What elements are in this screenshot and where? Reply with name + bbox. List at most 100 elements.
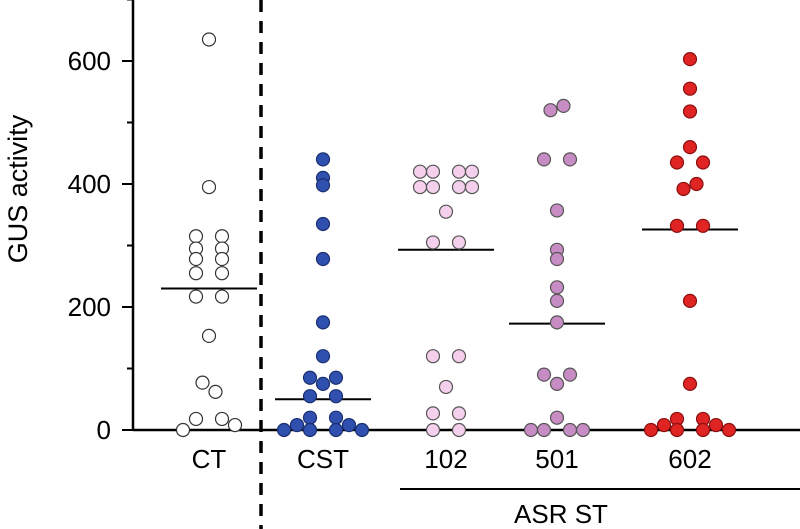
data-point: [412, 164, 428, 179]
data-point: [341, 417, 357, 433]
data-point: [682, 293, 698, 308]
data-point: [201, 179, 217, 195]
y-tick-label: 400: [68, 169, 111, 199]
data-point: [201, 328, 217, 344]
data-point: [695, 422, 711, 438]
data-point: [328, 370, 344, 385]
data-point: [708, 417, 724, 433]
data-point: [562, 367, 578, 382]
data-point: [302, 422, 318, 438]
data-point: [315, 315, 331, 330]
data-point: [227, 417, 243, 433]
data-point: [315, 216, 331, 232]
data-point: [302, 370, 318, 385]
data-point: [214, 266, 230, 281]
y-tick-label: 0: [97, 415, 111, 445]
data-point: [682, 52, 698, 67]
data-point: [682, 81, 698, 96]
data-point: [315, 178, 331, 193]
data-point: [549, 251, 565, 267]
y-tick-label: 200: [68, 292, 111, 322]
data-point: [536, 367, 552, 382]
data-point: [315, 376, 331, 391]
data-point: [669, 218, 685, 233]
data-point: [208, 384, 223, 399]
data-point: [214, 411, 230, 427]
data-point: [425, 179, 441, 195]
category-label: 501: [535, 444, 578, 474]
data-point: [451, 179, 467, 195]
data-point: [451, 349, 467, 364]
data-point: [425, 406, 441, 421]
data-point: [689, 176, 704, 192]
data-point: [451, 406, 467, 421]
data-point: [451, 235, 467, 250]
y-ticks: 0 200 400 600: [68, 0, 133, 445]
data-point: [438, 379, 454, 395]
data-point: [682, 376, 698, 391]
data-point: [464, 164, 480, 179]
data-point: [536, 422, 552, 438]
category-label: 102: [424, 444, 467, 474]
data-point: [549, 280, 565, 295]
y-tick-label: 600: [68, 46, 111, 76]
series-CT: CT: [161, 32, 257, 474]
data-point: [451, 422, 467, 438]
data-point: [315, 251, 331, 267]
data-point: [523, 422, 539, 438]
category-label: 602: [668, 444, 711, 474]
data-point: [549, 376, 565, 391]
data-point: [302, 389, 318, 404]
data-point: [562, 422, 578, 438]
data-point: [276, 422, 292, 438]
data-point: [669, 155, 685, 170]
data-point: [695, 218, 711, 233]
data-point: [543, 103, 558, 118]
data-point: [425, 235, 441, 250]
data-point: [721, 422, 737, 438]
data-point: [536, 152, 552, 167]
data-point: [188, 229, 204, 244]
data-point: [549, 315, 565, 330]
y-axis: 0 200 400 600: [68, 0, 135, 445]
data-point: [695, 155, 711, 170]
data-point: [438, 204, 454, 219]
data-point: [682, 104, 698, 119]
data-point: [315, 349, 331, 364]
y-axis-title: GUS activity: [3, 114, 33, 263]
data-point: [575, 422, 591, 438]
data-point: [656, 417, 672, 433]
data-point: [188, 251, 204, 267]
data-point: [195, 375, 210, 390]
data-point: [425, 349, 441, 364]
data-point: [201, 32, 217, 47]
data-point: [669, 422, 685, 438]
series-602: 602: [642, 52, 738, 474]
data-point: [289, 417, 305, 433]
data-point: [464, 179, 480, 195]
data-point: [682, 140, 698, 155]
data-point: [214, 289, 230, 304]
series-CST: CST: [275, 152, 371, 474]
data-point: [643, 422, 659, 438]
data-point: [562, 152, 578, 167]
series-102: 102: [398, 164, 494, 474]
data-point: [188, 411, 204, 427]
series-501: 501: [509, 98, 605, 474]
data-point: [556, 98, 571, 113]
group-label: ASR ST: [514, 499, 608, 529]
category-label: CST: [297, 444, 349, 474]
category-label: CT: [192, 444, 227, 474]
categories: CT CST 102 501 602: [161, 32, 738, 474]
data-point: [676, 181, 691, 197]
data-point: [188, 289, 204, 304]
data-point: [328, 389, 344, 404]
data-point: [302, 410, 318, 425]
data-point: [214, 251, 230, 267]
data-point: [451, 164, 467, 179]
data-point: [412, 179, 428, 195]
data-point: [549, 293, 565, 308]
data-point: [425, 164, 441, 179]
data-point: [315, 152, 331, 167]
